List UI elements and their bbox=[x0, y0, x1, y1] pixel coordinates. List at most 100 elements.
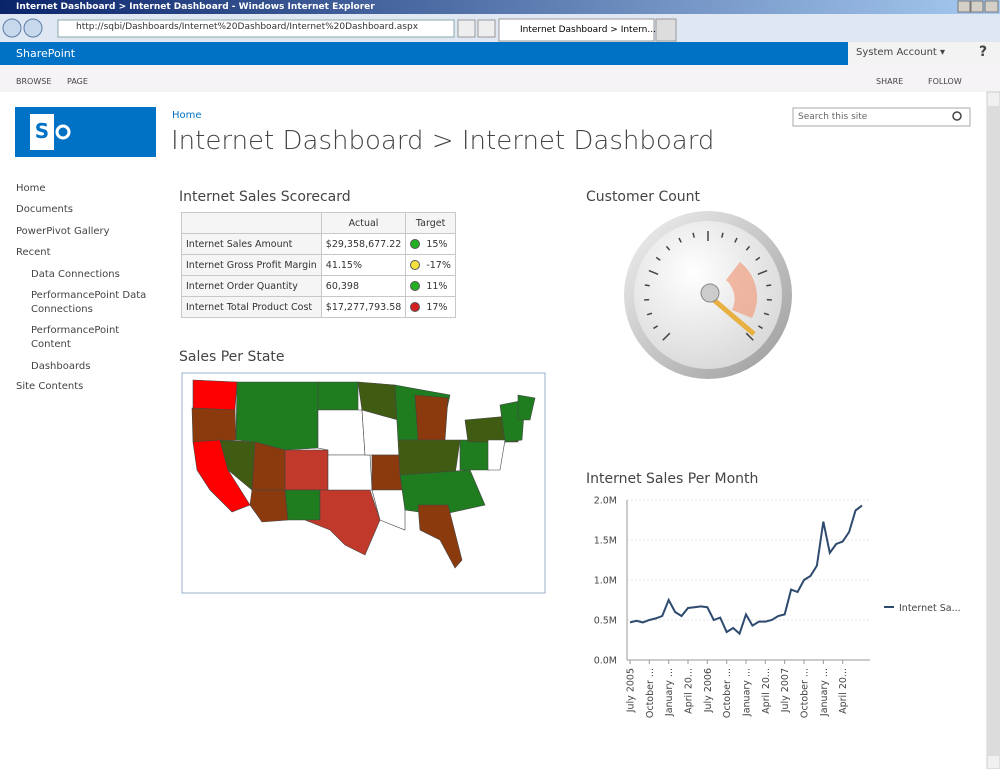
x-tick-label: January ... bbox=[742, 668, 753, 717]
gauge-tick bbox=[763, 312, 770, 316]
gauge-hub bbox=[700, 283, 720, 303]
gauge-tick bbox=[757, 325, 763, 330]
status-indicator bbox=[410, 281, 421, 291]
scorecard-row: Internet Sales Amount $29,358,677.22 15% bbox=[181, 233, 456, 255]
user-menu[interactable]: System Account ▾ bbox=[856, 47, 946, 58]
search-box[interactable] bbox=[792, 107, 971, 127]
state bbox=[192, 379, 238, 411]
state bbox=[417, 504, 463, 569]
scorecard-table: Actual Target Internet Sales Amount $29,3… bbox=[181, 212, 456, 318]
ribbon-tab[interactable]: BROWSE bbox=[16, 77, 52, 86]
user-area bbox=[848, 42, 1000, 65]
gauge-tick bbox=[757, 269, 768, 276]
row-label-text: Internet Total Product Cost bbox=[186, 301, 313, 313]
title-bar bbox=[0, 0, 1000, 14]
x-tick-label: April 20... bbox=[684, 668, 695, 714]
forward-button[interactable] bbox=[23, 18, 43, 38]
suite-bar bbox=[0, 42, 1000, 65]
target-cell: 15% bbox=[405, 233, 456, 255]
x-tick-label: October ... bbox=[645, 668, 656, 718]
ribbon bbox=[0, 65, 1000, 92]
nav-link[interactable]: Home bbox=[16, 183, 46, 194]
scorecard-row: Internet Total Product Cost $17,277,793.5… bbox=[181, 296, 456, 318]
gauge-tick bbox=[665, 245, 671, 251]
gauge bbox=[624, 211, 792, 379]
nav-link[interactable]: Recent bbox=[16, 247, 51, 258]
logo-ring bbox=[55, 124, 71, 140]
state bbox=[414, 394, 449, 441]
gauge-tick bbox=[653, 325, 659, 330]
share-button[interactable]: SHARE bbox=[876, 77, 904, 86]
logo-page bbox=[30, 114, 54, 150]
nav-link[interactable]: Dashboards bbox=[31, 361, 91, 372]
nav-link[interactable]: Documents bbox=[16, 204, 74, 215]
row-label: Internet Total Product Cost bbox=[181, 296, 322, 318]
actual-cell: $17,277,793.58 bbox=[320, 296, 407, 318]
nav-link[interactable]: PerformancePoint Data Connections bbox=[31, 290, 147, 315]
search-icon[interactable] bbox=[952, 111, 962, 121]
nav-link[interactable]: PerformancePoint Content bbox=[31, 325, 120, 350]
nav-link[interactable]: Site Contents bbox=[16, 381, 84, 392]
ribbon-tab[interactable]: PAGE bbox=[67, 77, 88, 86]
follow-button[interactable]: FOLLOW bbox=[928, 77, 962, 86]
state bbox=[304, 489, 381, 556]
page-title: Internet Dashboard > Internet Dashboard bbox=[171, 126, 715, 156]
breadcrumb[interactable]: Home bbox=[172, 110, 202, 121]
gauge-tick bbox=[745, 332, 754, 341]
data-line bbox=[629, 504, 863, 636]
y-tick-label: 0.0M bbox=[594, 656, 617, 667]
nav-link[interactable]: Data Connections bbox=[31, 269, 120, 280]
x-tick-label: January ... bbox=[664, 668, 675, 717]
scroll-thumb[interactable] bbox=[988, 106, 999, 756]
stop-button[interactable] bbox=[477, 19, 496, 38]
state bbox=[191, 407, 237, 443]
gauge-tick bbox=[655, 256, 661, 261]
row-label: Internet Gross Profit Margin bbox=[181, 254, 322, 276]
gauge-tick bbox=[745, 245, 751, 251]
new-tab[interactable] bbox=[655, 18, 677, 42]
window-title: Internet Dashboard > Internet Dashboard … bbox=[16, 2, 375, 12]
state bbox=[284, 449, 329, 491]
gauge-tick bbox=[755, 256, 761, 261]
brand[interactable]: SharePoint bbox=[16, 47, 76, 60]
actual-cell-text: $17,277,793.58 bbox=[325, 301, 402, 313]
gauge-tick bbox=[662, 332, 671, 341]
search-placeholder[interactable]: Search this site bbox=[798, 112, 868, 122]
actual-cell: $29,358,677.22 bbox=[320, 233, 407, 255]
minimize-button[interactable] bbox=[957, 0, 971, 13]
gauge-tick bbox=[766, 284, 772, 287]
webpart-title: Customer Count bbox=[586, 189, 701, 205]
tab-title[interactable]: Internet Dashboard > Intern... bbox=[520, 25, 656, 35]
x-tick-label: April 20... bbox=[838, 668, 849, 714]
scorecard-row: Internet Gross Profit Margin 41.15% -17% bbox=[181, 254, 456, 276]
state bbox=[251, 441, 286, 491]
actual-cell: 60,398 bbox=[320, 275, 407, 297]
target-cell: 17% bbox=[405, 296, 456, 318]
back-button[interactable] bbox=[2, 18, 22, 38]
refresh-button[interactable] bbox=[457, 19, 476, 38]
status-indicator bbox=[410, 260, 421, 270]
maximize-button[interactable] bbox=[970, 0, 984, 13]
state bbox=[397, 439, 461, 476]
line-chart: 0.0M 0.5M 1.0M 1.5M 2.0M July 2005 October ...… bbox=[594, 496, 961, 719]
gauge-band bbox=[726, 262, 758, 318]
actual-cell-text: 60,398 bbox=[325, 280, 360, 292]
row-label: Internet Sales Amount bbox=[181, 233, 322, 255]
status-indicator bbox=[410, 302, 421, 312]
nav-link[interactable]: PowerPivot Gallery bbox=[16, 226, 110, 237]
state bbox=[317, 409, 366, 456]
close-button[interactable] bbox=[984, 0, 999, 13]
help-button[interactable]: ? bbox=[979, 44, 988, 60]
browser-tab[interactable] bbox=[498, 18, 655, 42]
row-label-text: Internet Order Quantity bbox=[186, 280, 298, 292]
scorecard-row: Internet Order Quantity 60,398 11% bbox=[181, 275, 456, 297]
status-indicator bbox=[410, 239, 421, 249]
state bbox=[487, 439, 506, 471]
row-label-text: Internet Sales Amount bbox=[186, 238, 293, 250]
gauge-tick bbox=[678, 237, 682, 243]
url-text[interactable]: http://sqbi/Dashboards/Internet%20Dashbo… bbox=[76, 22, 419, 32]
address-bar[interactable] bbox=[57, 19, 455, 38]
target-cell: -17% bbox=[405, 254, 456, 276]
gauge-tick bbox=[721, 232, 724, 238]
